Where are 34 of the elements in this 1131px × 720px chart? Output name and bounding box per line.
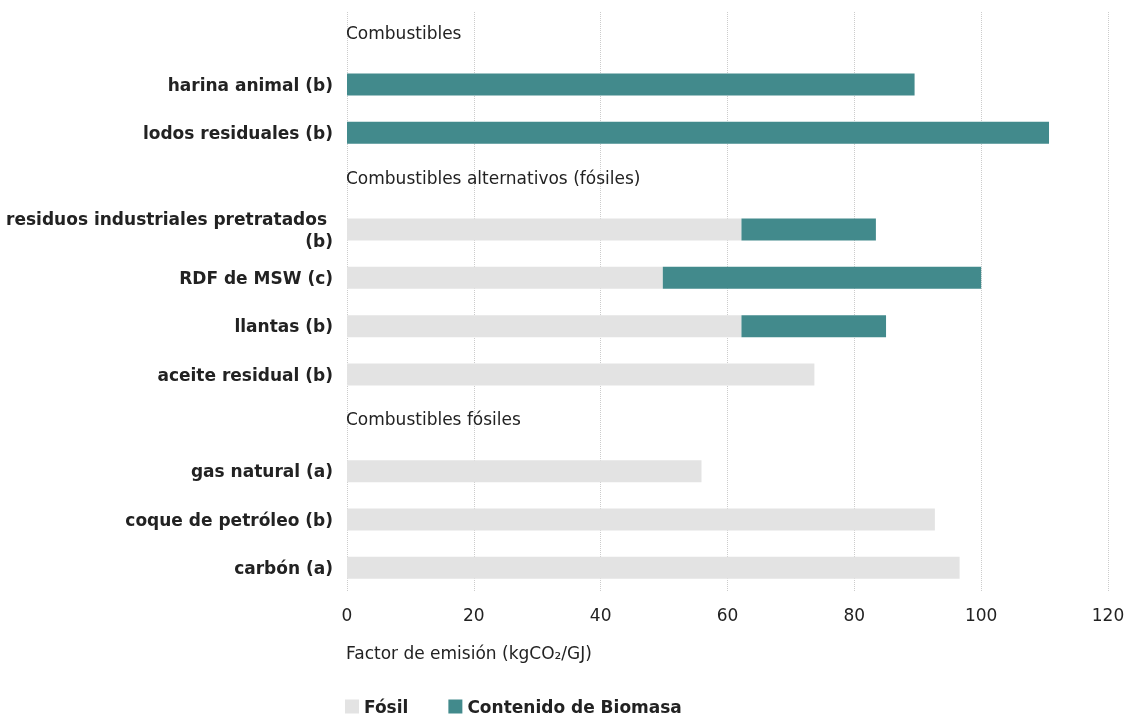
bar [347, 266, 663, 289]
x-tick-label: 0 [341, 604, 353, 625]
x-tick-label: 40 [589, 604, 612, 625]
legend-label: Fósil [364, 696, 409, 717]
y-tick-label: lodos residuales (b) [142, 122, 333, 143]
x-tick-label: 120 [1091, 604, 1125, 625]
x-tick-label: 20 [463, 604, 485, 625]
y-tick-label: aceite residual (b) [157, 364, 333, 385]
x-tick-label: 80 [843, 604, 866, 625]
bar [347, 121, 1050, 144]
annotation: Combustibles fósiles [346, 409, 522, 430]
x-axis-title: Factor de emisión (kgCO₂/GJ) [346, 642, 592, 663]
annotation: Combustibles alternativos (fósiles) [346, 167, 641, 188]
bar [347, 508, 935, 531]
y-tick-label: RDF de MSW (c) [179, 267, 333, 288]
bar [347, 460, 702, 483]
y-tick-label: residuos industriales pretratados (b) [6, 208, 333, 251]
x-tick-label: 60 [716, 604, 739, 625]
bar [347, 315, 742, 338]
y-tick-label: harina animal (b) [167, 74, 333, 95]
annotation: Combustibles [346, 22, 462, 43]
x-tick-label: 100 [964, 604, 998, 625]
bar [347, 218, 742, 241]
y-tick-label: llantas (b) [234, 316, 333, 337]
bar [347, 363, 815, 386]
y-tick-label: carbón (a) [234, 557, 333, 578]
legend-label: Contenido de Biomasa [467, 696, 682, 717]
bar [741, 218, 876, 241]
y-tick-label: gas natural (a) [190, 461, 333, 482]
bar [347, 73, 915, 96]
y-tick-label: coque de petróleo (b) [125, 509, 333, 530]
bar [741, 315, 887, 338]
bar [347, 556, 960, 579]
bar [662, 266, 982, 289]
